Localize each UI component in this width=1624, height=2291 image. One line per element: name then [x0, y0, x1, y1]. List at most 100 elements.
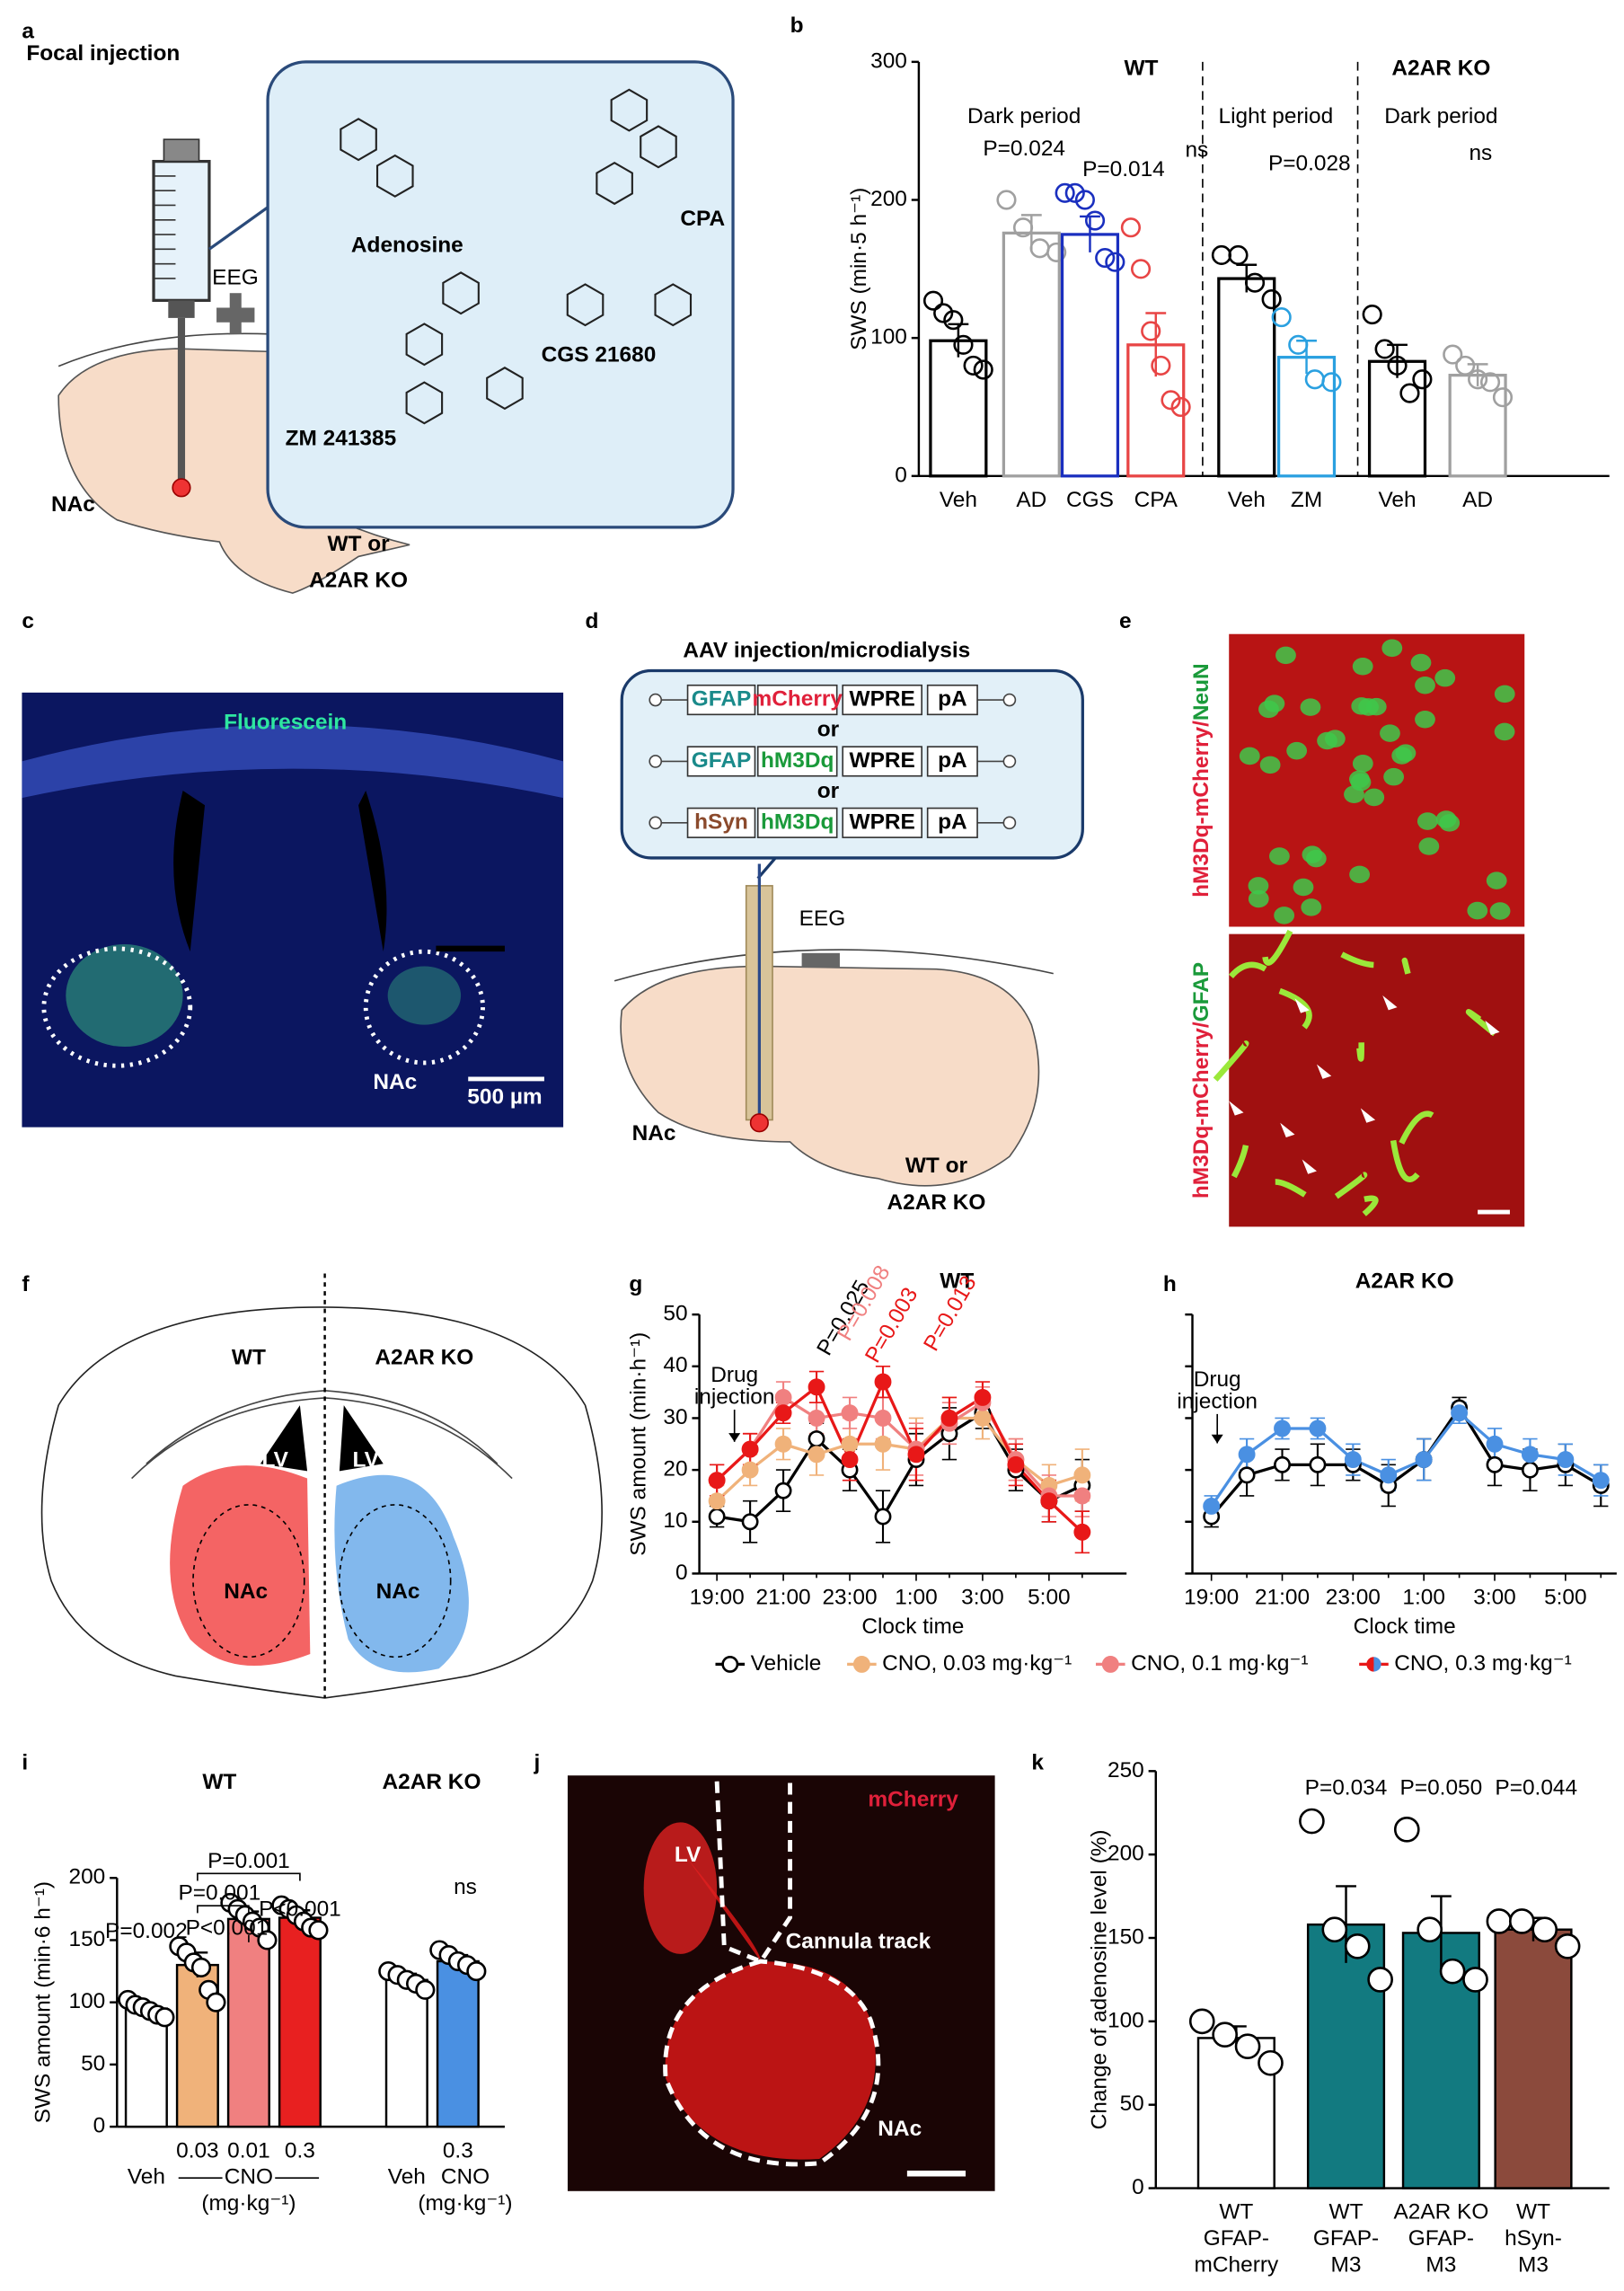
data-point — [808, 1410, 825, 1427]
data-point — [741, 1440, 759, 1458]
annotation: P=0.024 — [983, 137, 1065, 161]
neun-cell — [1352, 658, 1373, 676]
annotation: Light period — [1219, 104, 1334, 128]
chart-title: A2AR KO — [383, 1770, 481, 1794]
label: A2AR KO — [309, 569, 408, 593]
neun-cell — [1274, 907, 1295, 924]
data-point — [1299, 1808, 1325, 1835]
construct-element — [842, 746, 922, 777]
nac-signal — [665, 1859, 876, 2160]
data-point — [1321, 1916, 1348, 1943]
x-tick-label: 0.3 — [285, 2138, 315, 2163]
molecule-ring — [405, 323, 444, 367]
data-point — [1380, 1466, 1398, 1484]
construct-element — [842, 807, 922, 838]
data-point — [1258, 2049, 1284, 2076]
gfap-process — [1390, 1139, 1420, 1182]
bar — [1002, 231, 1061, 478]
data-point — [1130, 259, 1152, 279]
gfap-process — [1213, 1040, 1249, 1082]
label: pA — [938, 748, 967, 773]
label: NeuN — [1189, 663, 1214, 721]
data-point — [308, 1920, 329, 1941]
data-point — [466, 1960, 487, 1982]
bar — [436, 1959, 480, 2128]
label: GFAP — [692, 686, 752, 711]
micrograph — [1229, 633, 1525, 927]
gfap-process — [1399, 1110, 1434, 1145]
construct-element — [686, 684, 756, 716]
y-tick-label: 10 — [663, 1508, 687, 1533]
x-tick-label: Veh — [388, 2165, 426, 2189]
annotation: P<0.001 — [259, 1897, 341, 1922]
y-tick-label: 0 — [895, 463, 907, 487]
label: or — [817, 779, 840, 803]
neun-cell — [1352, 755, 1373, 773]
label: GFAP — [692, 748, 752, 773]
label: mCherry — [752, 686, 843, 711]
data-point — [943, 310, 964, 331]
data-point — [996, 190, 1017, 210]
neun-cell — [1467, 901, 1488, 920]
annotation: WT — [1125, 56, 1159, 80]
label: EEG — [799, 907, 846, 931]
annotation: P<0.001 — [186, 1916, 269, 1941]
neun-cell — [1300, 698, 1321, 716]
neun-cell — [1418, 837, 1440, 855]
neun-cell — [1286, 741, 1308, 760]
neun-cell — [1358, 698, 1379, 716]
data-point — [922, 290, 944, 311]
panel-letter: a — [22, 20, 34, 44]
x-tick-label: WT — [1219, 2200, 1253, 2225]
x-tick-label: 3:00 — [961, 1586, 1004, 1610]
x-tick-label: 19:00 — [690, 1586, 745, 1610]
group-label: CNO — [225, 2165, 273, 2189]
molecule-ring — [654, 283, 693, 327]
label: NAc — [373, 1070, 417, 1094]
gfap-process — [1401, 957, 1411, 975]
gfap-process — [1340, 951, 1374, 969]
molecule-ring — [566, 283, 605, 327]
data-point — [1439, 1958, 1466, 1985]
label: EEG — [212, 265, 259, 289]
data-point — [1073, 1487, 1091, 1505]
itr-end — [649, 755, 663, 768]
data-point — [1486, 1455, 1504, 1473]
label: hM3Dq — [761, 748, 834, 773]
neun-cell — [1275, 646, 1296, 665]
arrowhead — [1280, 1122, 1295, 1138]
data-point — [1344, 1933, 1371, 1959]
label: Fluorescein — [224, 711, 347, 735]
x-tick-label: A2AR KO — [1393, 2200, 1488, 2225]
itr-end — [649, 816, 663, 830]
probe-tip — [749, 1113, 769, 1133]
data-point — [808, 1446, 825, 1464]
data-point — [1367, 1967, 1393, 1993]
y-tick-label: 0 — [675, 1561, 688, 1585]
data-point — [808, 1378, 825, 1396]
x-tick-label: ZM — [1291, 488, 1322, 512]
panel-letter: d — [586, 609, 599, 633]
legend-marker — [1366, 1657, 1374, 1672]
construct-element — [756, 684, 838, 716]
panel-letter: i — [22, 1751, 28, 1775]
data-point — [1531, 1916, 1558, 1943]
data-point — [1508, 1908, 1535, 1934]
legend-label: Vehicle — [751, 1651, 822, 1676]
x-tick-label: M3 — [1518, 2252, 1549, 2277]
data-point — [1271, 307, 1292, 328]
data-point — [1455, 355, 1476, 376]
molecule-ring — [375, 154, 414, 198]
neun-cell — [1486, 871, 1507, 889]
data-point — [1141, 321, 1161, 341]
gfap-process — [1275, 1179, 1307, 1198]
molecule-ring — [610, 88, 649, 132]
arrowhead — [1485, 1020, 1500, 1036]
legend-label: CNO, 0.1 mg·kg⁻¹ — [1131, 1651, 1308, 1676]
data-point — [1344, 1451, 1362, 1469]
x-tick-label: Veh — [940, 488, 977, 512]
data-point — [1486, 1435, 1504, 1453]
x-axis-label: Clock time — [1354, 1614, 1456, 1639]
data-point — [257, 1930, 278, 1950]
label: hSyn — [694, 809, 748, 834]
